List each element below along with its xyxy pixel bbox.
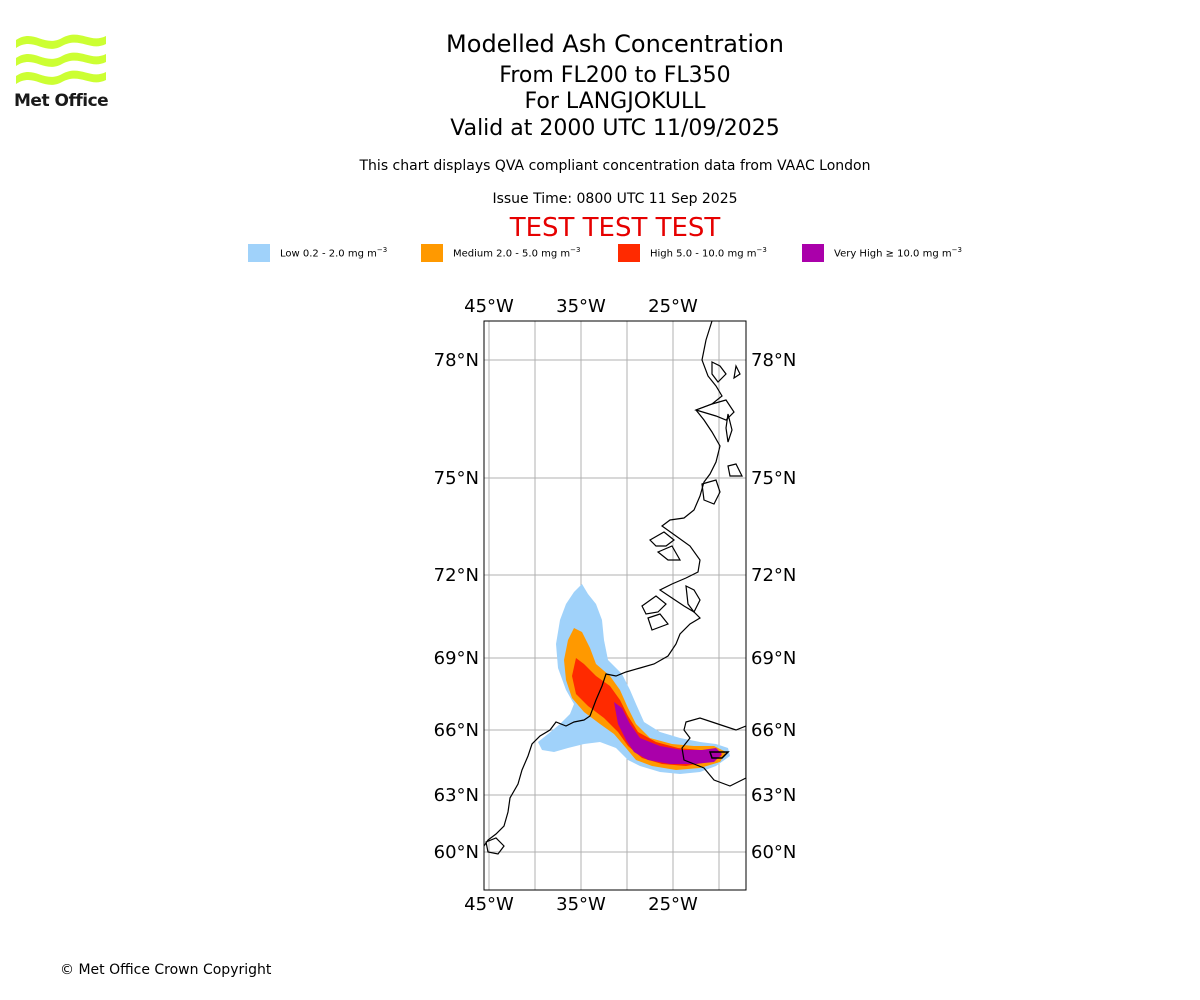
legend-label-high: High 5.0 - 10.0 mg m: [650, 248, 757, 260]
lon-tick-top-45w: 45°W: [464, 296, 514, 317]
lat-tick-left-60n: 60°N: [434, 842, 479, 863]
lat-tick-right-60n: 60°N: [751, 842, 796, 863]
logo-text: Met Office: [14, 91, 109, 111]
lat-tick-right-72n: 72°N: [751, 565, 796, 586]
issue-time: Issue Time: 0800 UTC 11 Sep 2025: [492, 191, 738, 207]
ash-very-high-area: [614, 702, 722, 764]
chart-title: Modelled Ash Concentration: [446, 30, 784, 58]
map-gridlines: [484, 321, 746, 890]
lon-tick-top-25w: 25°W: [648, 296, 698, 317]
legend-label-very-high: Very High ≥ 10.0 mg m: [834, 248, 952, 260]
legend-swatch-low: [248, 244, 270, 262]
legend-item-very-high: Very High ≥ 10.0 mg m−3: [802, 244, 962, 262]
lat-tick-right-63n: 63°N: [751, 785, 796, 806]
legend-item-high: High 5.0 - 10.0 mg m−3: [618, 244, 767, 262]
lat-tick-right-69n: 69°N: [751, 648, 796, 669]
lat-tick-right-66n: 66°N: [751, 720, 796, 741]
lat-tick-left-75n: 75°N: [434, 468, 479, 489]
lat-tick-left-63n: 63°N: [434, 785, 479, 806]
volcano-marker-icon: [708, 751, 730, 759]
lat-tick-right-78n: 78°N: [751, 350, 796, 371]
lat-tick-left-78n: 78°N: [434, 350, 479, 371]
chart-subtitle: This chart displays QVA compliant concen…: [359, 158, 871, 174]
lat-tick-left-72n: 72°N: [434, 565, 479, 586]
legend-label-medium: Medium 2.0 - 5.0 mg m: [453, 248, 571, 260]
legend-swatch-very-high: [802, 244, 824, 262]
legend-swatch-high: [618, 244, 640, 262]
volcano-name: For LANGJOKULL: [524, 89, 706, 114]
lon-tick-bottom-25w: 25°W: [648, 894, 698, 915]
lat-tick-right-75n: 75°N: [751, 468, 796, 489]
flight-levels: From FL200 to FL350: [499, 63, 731, 88]
lon-tick-bottom-45w: 45°W: [464, 894, 514, 915]
legend-swatch-medium: [421, 244, 443, 262]
copyright-footer: © Met Office Crown Copyright: [60, 962, 272, 978]
map-frame: [483, 320, 747, 891]
legend-label-low: Low 0.2 - 2.0 mg m: [280, 248, 377, 260]
valid-time: Valid at 2000 UTC 11/09/2025: [450, 116, 780, 141]
legend-item-medium: Medium 2.0 - 5.0 mg m−3: [421, 244, 580, 262]
lon-tick-bottom-35w: 35°W: [556, 894, 606, 915]
met-office-logo: [16, 34, 106, 85]
ash-low-area: [538, 584, 730, 774]
lat-tick-left-69n: 69°N: [434, 648, 479, 669]
lon-tick-top-35w: 35°W: [556, 296, 606, 317]
test-banner: TEST TEST TEST: [509, 213, 721, 243]
legend-item-low: Low 0.2 - 2.0 mg m−3: [248, 244, 387, 262]
lat-tick-left-66n: 66°N: [434, 720, 479, 741]
coastlines: [484, 321, 746, 855]
